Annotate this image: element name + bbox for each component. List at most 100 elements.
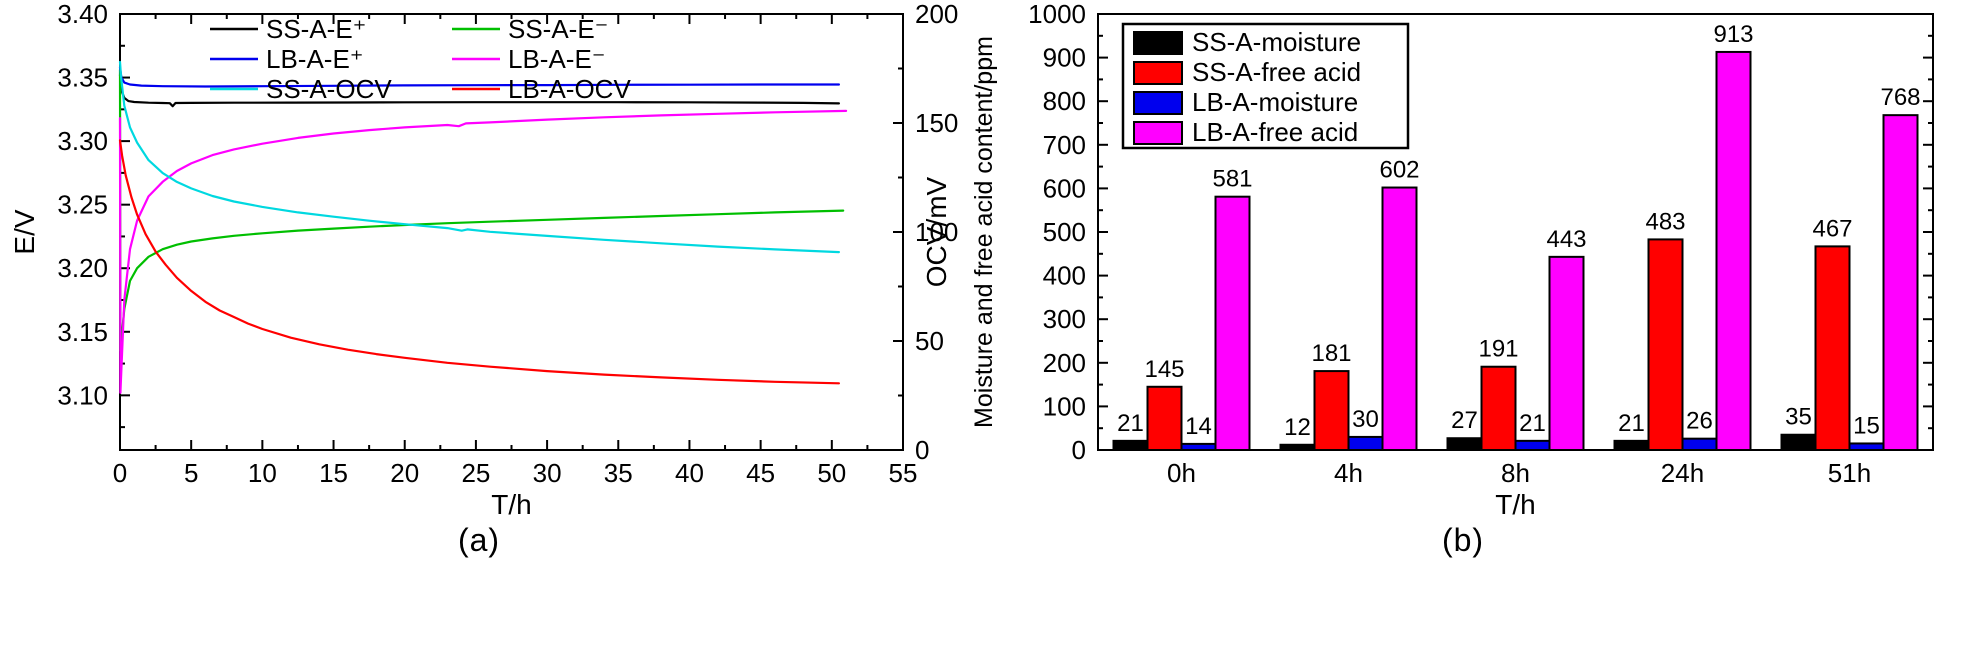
y-right-tick-label: 0 [915, 435, 929, 465]
y-tick-label: 800 [1043, 86, 1086, 116]
panel-a: 0 5 10 15 20 25 30 35 40 45 50 55 3.10 3.15 3.20 3.25 3.… [0, 0, 958, 559]
x-tick-label: 45 [746, 458, 775, 488]
y-tick-label: 600 [1043, 173, 1086, 203]
legend-label: LB-A-moisture [1192, 87, 1358, 117]
x-tick-label: 40 [675, 458, 704, 488]
bar-SS-A-free-acid-8h [1480, 365, 1517, 451]
legend-label: LB-A-E⁺ [266, 44, 364, 74]
y-left-tick-label: 3.30 [57, 126, 108, 156]
bar-LB-A-free-acid-24h [1715, 50, 1752, 451]
bar-value-label: 15 [1853, 412, 1880, 439]
figure: 0 5 10 15 20 25 30 35 40 45 50 55 3.10 3.15 3.20 3.25 3.… [0, 0, 1968, 559]
bars-group: 21 12 27 21 35 145 181 191 483 467 14 30 21 26 15 581 60… [1112, 21, 1921, 452]
y-axis-label: Moisture and free acid content/ppm [970, 36, 998, 428]
series-group-a [118, 60, 848, 394]
bar-LB-A-moisture-51h [1848, 442, 1885, 451]
bar-value-label: 14 [1185, 413, 1212, 440]
legend-label: SS-A-E⁺ [266, 14, 366, 44]
legend-label: SS-A-free acid [1192, 57, 1361, 87]
legend-label: LB-A-free acid [1192, 117, 1358, 147]
bar-SS-A-free-acid-4h [1313, 370, 1350, 452]
bar-value-label: 483 [1645, 208, 1685, 235]
y-right-tick-label: 100 [915, 217, 958, 247]
bar-value-label: 467 [1812, 215, 1852, 242]
category-label: 8h [1501, 458, 1530, 488]
series-line-LB-A-E-minus [118, 109, 848, 394]
bar-value-label: 26 [1686, 408, 1713, 435]
bar-value-label: 21 [1618, 410, 1645, 437]
legend-label: SS-A-E⁻ [508, 14, 608, 44]
x-axis-label: T/h [1495, 489, 1535, 520]
bar-LB-A-moisture-24h [1681, 437, 1718, 452]
legend-swatch [1133, 91, 1183, 115]
bar-SS-A-free-acid-24h [1647, 238, 1684, 451]
x-tick-label: 15 [319, 458, 348, 488]
legend-label: SS-A-OCV [266, 74, 392, 104]
bar-value-label: 181 [1311, 340, 1351, 367]
y-left-tick-label: 3.20 [57, 253, 108, 283]
y-tick-label: 300 [1043, 304, 1086, 334]
bar-LB-A-moisture-4h [1347, 435, 1384, 452]
y-right-tick-label: 50 [915, 326, 944, 356]
y-tick-label: 200 [1043, 348, 1086, 378]
y-tick-label: 100 [1043, 391, 1086, 421]
y-left-tick-label: 3.15 [57, 317, 108, 347]
y-tick-label: 900 [1043, 43, 1086, 73]
bar-LB-A-free-acid-0h [1214, 195, 1251, 451]
legend-swatch [1133, 61, 1183, 85]
bar-LB-A-free-acid-4h [1381, 186, 1418, 451]
y-left-tick-label: 3.40 [57, 0, 108, 29]
bar-value-label: 145 [1144, 356, 1184, 383]
legend-a: SS-A-E⁺ SS-A-E⁻ LB-A-E⁺ LB-A-E⁻ SS-A-OCV LB-A… [210, 14, 631, 104]
x-tick-label: 30 [533, 458, 562, 488]
y-left-tick-label: 3.35 [57, 63, 108, 93]
bar-chart-b: 0 100 200 300 400 500 600 700 800 900 1000 0h 4h 8h 24… [970, 0, 1934, 520]
bar-value-label: 12 [1284, 414, 1311, 441]
bar-value-label: 602 [1379, 157, 1419, 184]
y-right-tick-label: 200 [915, 0, 958, 29]
bar-value-label: 768 [1880, 84, 1920, 111]
y-tick-label: 1000 [1028, 0, 1086, 29]
y-tick-label: 0 [1072, 435, 1086, 465]
x-tick-label: 50 [817, 458, 846, 488]
series-line-LB-A-OCV [118, 139, 841, 385]
x-tick-label: 20 [390, 458, 419, 488]
y-right-tick-label: 150 [915, 108, 958, 138]
bar-LB-A-moisture-8h [1514, 439, 1551, 451]
series-line-SS-A-E-plus [118, 73, 841, 108]
legend-label: SS-A-moisture [1192, 27, 1361, 57]
category-label: 51h [1828, 458, 1871, 488]
bar-value-label: 27 [1451, 407, 1478, 434]
caption-a: (a) [457, 522, 501, 558]
bar-value-label: 21 [1117, 410, 1144, 437]
bar-value-label: 913 [1713, 21, 1753, 48]
bar-value-label: 191 [1478, 336, 1518, 363]
bar-SS-A-moisture-51h [1780, 433, 1817, 451]
x-tick-label: 10 [248, 458, 277, 488]
bar-SS-A-free-acid-51h [1814, 245, 1851, 451]
bar-value-label: 30 [1352, 406, 1379, 433]
x-axis-label: T/h [491, 489, 531, 520]
legend-swatch [1133, 31, 1183, 55]
series-line-SS-A-OCV [118, 60, 841, 254]
caption-b: (b) [1441, 522, 1485, 558]
y-axis-label-right: OCV/mV [921, 176, 952, 287]
y-tick-label: 400 [1043, 261, 1086, 291]
bar-value-label: 581 [1212, 166, 1252, 193]
axes-b: 0 100 200 300 400 500 600 700 800 900 1000 0h 4h 8h 24… [970, 0, 1934, 520]
y-left-tick-label: 3.25 [57, 190, 108, 220]
category-label: 0h [1167, 458, 1196, 488]
x-tick-label: 55 [889, 458, 918, 488]
axes-a: 0 5 10 15 20 25 30 35 40 45 50 55 3.10 3.15 3.20 3.25 3.… [9, 0, 958, 520]
legend-label: LB-A-OCV [508, 74, 631, 104]
bar-value-label: 35 [1785, 404, 1812, 431]
x-tick-label: 0 [113, 458, 127, 488]
bar-LB-A-free-acid-8h [1548, 255, 1585, 451]
line-chart-a: 0 5 10 15 20 25 30 35 40 45 50 55 3.10 3.15 3.20 3.25 3.… [9, 0, 958, 520]
panel-b: 0 100 200 300 400 500 600 700 800 900 1000 0h 4h 8h 24… [958, 0, 1968, 559]
bar-LB-A-free-acid-51h [1882, 114, 1919, 451]
y-tick-label: 700 [1043, 130, 1086, 160]
y-tick-label: 500 [1043, 217, 1086, 247]
category-label: 24h [1661, 458, 1704, 488]
bar-SS-A-moisture-24h [1613, 439, 1650, 451]
